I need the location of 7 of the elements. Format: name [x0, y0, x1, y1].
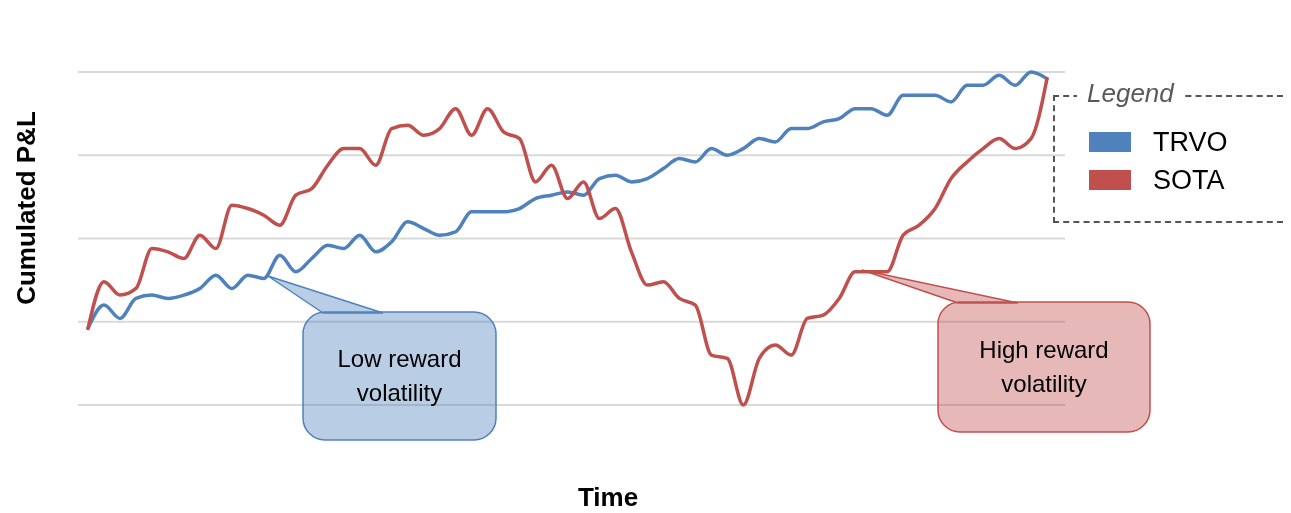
legend-label: TRVO — [1153, 126, 1228, 158]
legend-title: Legend — [1077, 78, 1184, 109]
x-axis-title: Time — [577, 482, 639, 513]
y-axis-title: Cumulated P&L — [10, 111, 42, 305]
annotation: Low reward volatility — [303, 312, 496, 440]
legend-label: SOTA — [1153, 164, 1225, 196]
annotation: High reward volatility — [938, 302, 1150, 432]
